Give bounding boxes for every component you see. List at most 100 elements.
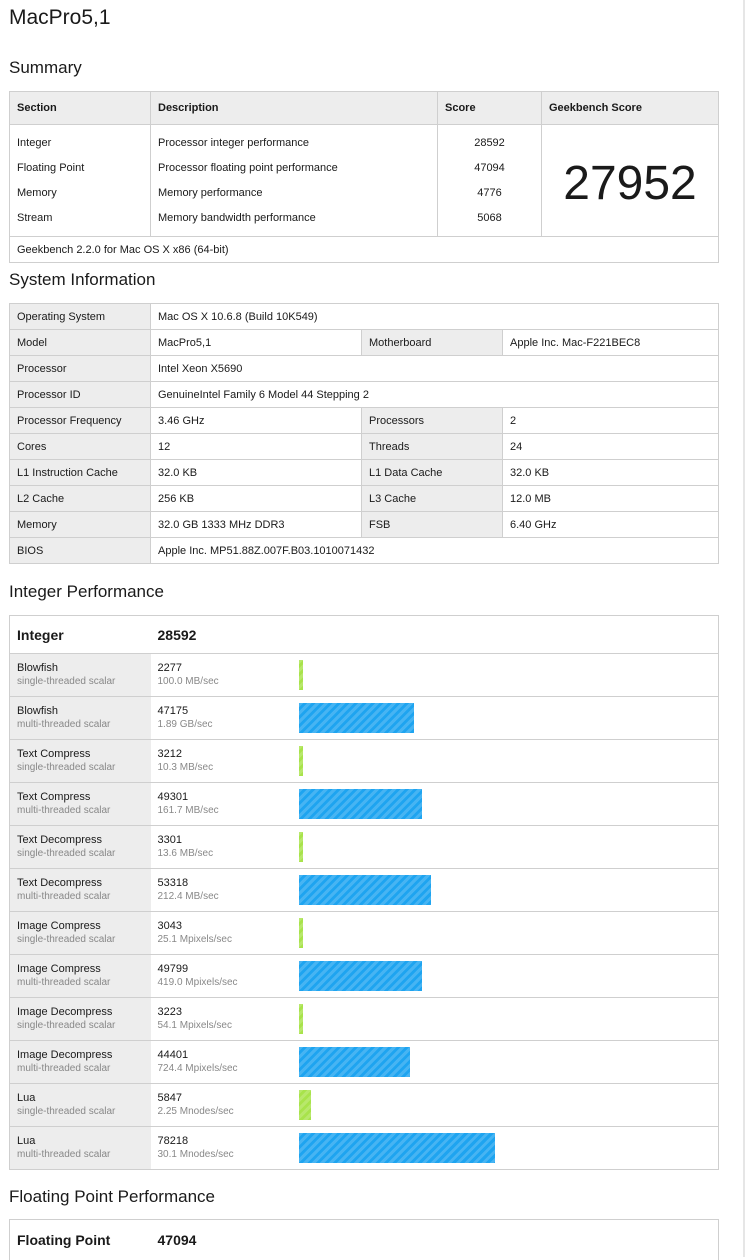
benchmark-bar-track xyxy=(298,703,712,733)
benchmark-row: Blowfish single-threaded scalar 2277 100.0 … xyxy=(9,653,719,697)
benchmark-name: Text Decompress xyxy=(17,834,102,846)
benchmark-name-cell: Text Decompress multi-threaded scalar xyxy=(9,868,151,912)
processor-label: Processor xyxy=(9,355,151,382)
benchmark-mode: single-threaded scalar xyxy=(17,676,116,687)
benchmark-bar-cell xyxy=(291,954,719,998)
summary-row: Floating Point Processor floating point … xyxy=(9,155,719,181)
benchmark-name: Image Compress xyxy=(17,963,101,975)
processor-value: Intel Xeon X5690 xyxy=(150,355,719,382)
benchmark-mode: multi-threaded scalar xyxy=(17,1149,111,1160)
benchmark-bar-cell xyxy=(291,868,719,912)
benchmark-score: 78218 xyxy=(157,1135,189,1147)
benchmark-mode: single-threaded scalar xyxy=(17,848,116,859)
motherboard-value: Apple Inc. Mac-F221BEC8 xyxy=(502,329,719,356)
window-edge xyxy=(743,0,745,1257)
benchmark-result-cell: 3301 13.6 MB/sec xyxy=(150,825,292,869)
benchmark-bar-track xyxy=(298,875,712,905)
l3-cache-value: 12.0 MB xyxy=(502,485,719,512)
benchmark-name: Text Compress xyxy=(17,791,91,803)
integer-score: 28592 xyxy=(150,615,292,654)
benchmark-bar xyxy=(298,918,303,948)
benchmark-bar xyxy=(298,1133,495,1163)
benchmark-name-cell: Blowfish multi-threaded scalar xyxy=(9,696,151,740)
integer-performance-heading: Integer Performance xyxy=(9,582,164,601)
l2-cache-value: 256 KB xyxy=(150,485,362,512)
benchmark-row: Text Decompress single-threaded scalar 330… xyxy=(9,825,719,869)
benchmark-rate: 212.4 MB/sec xyxy=(157,891,219,902)
summary-section: Memory xyxy=(9,180,151,206)
summary-description: Memory performance xyxy=(150,180,438,206)
benchmark-bar-track xyxy=(298,1090,712,1120)
benchmark-score: 47175 xyxy=(157,705,189,717)
benchmark-result-cell: 2277 100.0 MB/sec xyxy=(150,653,292,697)
benchmark-score: 49301 xyxy=(157,791,189,803)
summary-score: 28592 xyxy=(437,124,542,156)
l2-cache-label: L2 Cache xyxy=(9,485,151,512)
os-value: Mac OS X 10.6.8 (Build 10K549) xyxy=(150,303,719,330)
model-label: Model xyxy=(9,329,151,356)
benchmark-name-cell: Image Compress single-threaded scalar xyxy=(9,911,151,955)
summary-score: 47094 xyxy=(437,155,542,181)
summary-row: Memory Memory performance 4776 xyxy=(9,180,719,206)
benchmark-name: Blowfish xyxy=(17,662,58,674)
benchmark-name: Lua xyxy=(17,1135,36,1147)
bios-value: Apple Inc. MP51.88Z.007F.B03.1010071432 xyxy=(150,537,719,564)
benchmark-rate: 100.0 MB/sec xyxy=(157,676,219,687)
l1-instruction-cache-label: L1 Instruction Cache xyxy=(9,459,151,486)
geekbench-score: 27952 xyxy=(541,124,719,237)
benchmark-rate: 724.4 Mpixels/sec xyxy=(157,1063,238,1074)
benchmark-result-cell: 49301 161.7 MB/sec xyxy=(150,782,292,826)
benchmark-bar xyxy=(298,875,432,905)
benchmark-bar xyxy=(298,660,303,690)
motherboard-label: Motherboard xyxy=(361,329,503,356)
benchmark-row: Text Compress multi-threaded scalar 49301 1… xyxy=(9,782,719,826)
benchmark-rate: 1.89 GB/sec xyxy=(157,719,213,730)
benchmark-bar-cell xyxy=(291,997,719,1041)
integer-performance-table: Integer 28592 Blowfish single-threaded sc… xyxy=(9,615,719,1170)
benchmark-name-cell: Text Compress multi-threaded scalar xyxy=(9,782,151,826)
benchmark-score: 2277 xyxy=(157,662,182,674)
floating-point-table: Floating Point 47094 xyxy=(9,1219,719,1260)
integer-head-spacer xyxy=(291,615,719,654)
benchmark-score: 3223 xyxy=(157,1006,182,1018)
summary-col-section: Section xyxy=(9,91,151,125)
benchmark-bar-cell xyxy=(291,739,719,783)
benchmark-score: 3043 xyxy=(157,920,182,932)
summary-footer: Geekbench 2.2.0 for Mac OS X x86 (64-bit… xyxy=(9,236,719,263)
fsb-value: 6.40 GHz xyxy=(502,511,719,538)
benchmark-name-cell: Image Compress multi-threaded scalar xyxy=(9,954,151,998)
system-info-heading: System Information xyxy=(9,270,156,289)
processor-id-label: Processor ID xyxy=(9,381,151,408)
benchmark-name-cell: Image Decompress single-threaded scalar xyxy=(9,997,151,1041)
processors-label: Processors xyxy=(361,407,503,434)
benchmark-bar-track xyxy=(298,832,712,862)
summary-section: Floating Point xyxy=(9,155,151,181)
floating-point-title: Floating Point xyxy=(9,1219,151,1260)
benchmark-score: 53318 xyxy=(157,877,189,889)
l3-cache-label: L3 Cache xyxy=(361,485,503,512)
benchmark-bar xyxy=(298,746,303,776)
benchmark-bar-cell xyxy=(291,1040,719,1084)
benchmark-row: Blowfish multi-threaded scalar 47175 1.89 G… xyxy=(9,696,719,740)
floating-point-heading: Floating Point Performance xyxy=(9,1187,215,1206)
floating-point-score: 47094 xyxy=(150,1219,719,1260)
processors-value: 2 xyxy=(502,407,719,434)
benchmark-bar-track xyxy=(298,961,712,991)
benchmark-rate: 10.3 MB/sec xyxy=(157,762,214,773)
benchmark-result-cell: 3043 25.1 Mpixels/sec xyxy=(150,911,292,955)
cores-label: Cores xyxy=(9,433,151,460)
benchmark-row: Image Compress multi-threaded scalar 49799… xyxy=(9,954,719,998)
benchmark-bar-cell xyxy=(291,911,719,955)
threads-value: 24 xyxy=(502,433,719,460)
benchmark-result-cell: 49799 419.0 Mpixels/sec xyxy=(150,954,292,998)
benchmark-score: 3301 xyxy=(157,834,182,846)
benchmark-mode: multi-threaded scalar xyxy=(17,977,111,988)
threads-label: Threads xyxy=(361,433,503,460)
benchmark-name: Lua xyxy=(17,1092,36,1104)
benchmark-row: Lua single-threaded scalar 5847 2.25 Mnodes… xyxy=(9,1083,719,1127)
benchmark-rate: 161.7 MB/sec xyxy=(157,805,219,816)
benchmark-result-cell: 3212 10.3 MB/sec xyxy=(150,739,292,783)
benchmark-name: Text Compress xyxy=(17,748,91,760)
benchmark-rate: 419.0 Mpixels/sec xyxy=(157,977,238,988)
benchmark-result-cell: 47175 1.89 GB/sec xyxy=(150,696,292,740)
